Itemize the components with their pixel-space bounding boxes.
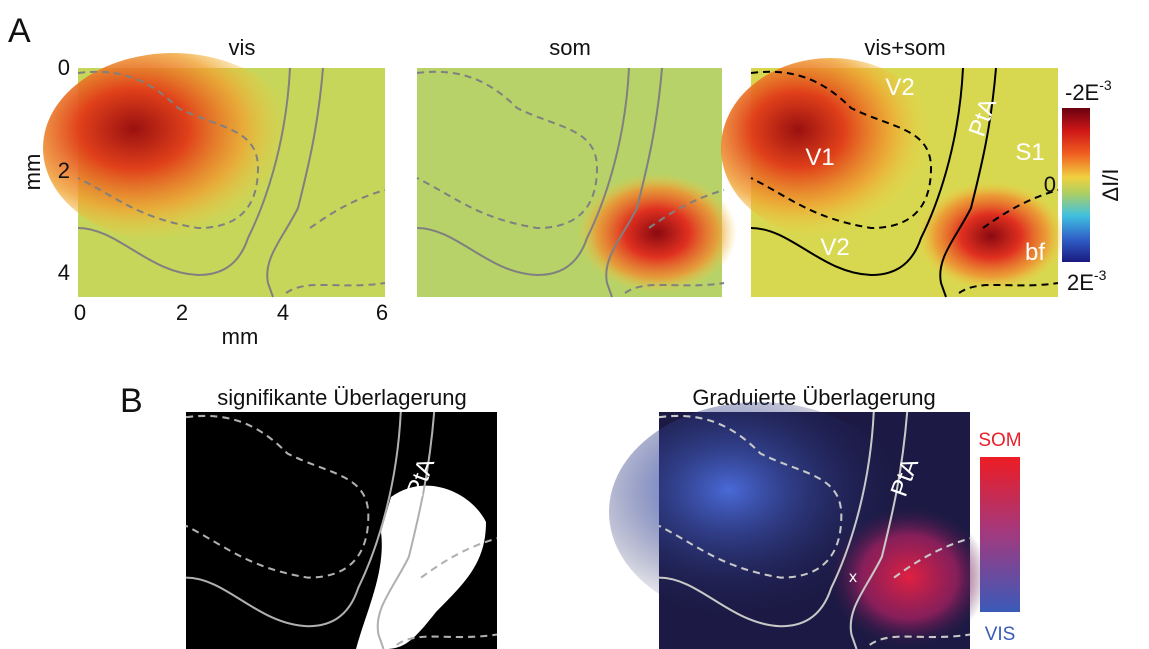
x-axis-label: mm: [222, 324, 259, 349]
colorbar-label: VIS: [985, 624, 1016, 645]
colorbar: [1062, 108, 1090, 262]
panel-title: signifikante Überlagerung: [217, 385, 467, 410]
panel-title: vis+som: [864, 35, 945, 60]
y-tick-label: 4: [58, 260, 70, 285]
colorbar-title: ΔI/I: [1098, 168, 1123, 201]
region-label: bf: [1025, 239, 1045, 266]
y-tick-label: 2: [58, 158, 70, 183]
colorbar: [980, 457, 1020, 612]
region-label: V1: [805, 144, 834, 171]
x-tick-label: 0: [74, 300, 86, 325]
x-tick-label: 4: [277, 300, 289, 325]
region-label: x: [849, 569, 857, 586]
region-label: V2: [885, 74, 914, 101]
heatmap-som: [417, 68, 737, 297]
colorbar-base: 2E: [1067, 270, 1094, 295]
colorbar-label: -2E-3: [1065, 77, 1112, 105]
region-label: S1: [1015, 139, 1044, 166]
region-label: V2: [820, 234, 849, 261]
colorbar-label: 2E-3: [1067, 267, 1107, 295]
overlap-map-significant: [186, 412, 497, 649]
x-tick-label: 6: [376, 300, 388, 325]
colorbar-label: SOM: [978, 430, 1021, 451]
colorbar-exponent: -3: [1094, 267, 1107, 283]
panel-label: A: [8, 12, 31, 50]
y-tick-label: 0: [58, 55, 70, 80]
heatmap-vis: [43, 53, 385, 297]
figure: A B vis som vis+som 0 2 4 mm 0 2 4 6 mm …: [0, 0, 1149, 649]
panel-title: som: [549, 35, 591, 60]
overlap-map-graded: [609, 402, 989, 649]
panel-title: vis: [229, 35, 256, 60]
x-tick-label: 2: [176, 300, 188, 325]
panel-label: B: [120, 382, 143, 420]
colorbar-exponent: -3: [1099, 77, 1112, 93]
colorbar-base: -2E: [1065, 80, 1099, 105]
y-axis-label: mm: [20, 154, 45, 191]
colorbar-label: 0: [1044, 172, 1056, 197]
